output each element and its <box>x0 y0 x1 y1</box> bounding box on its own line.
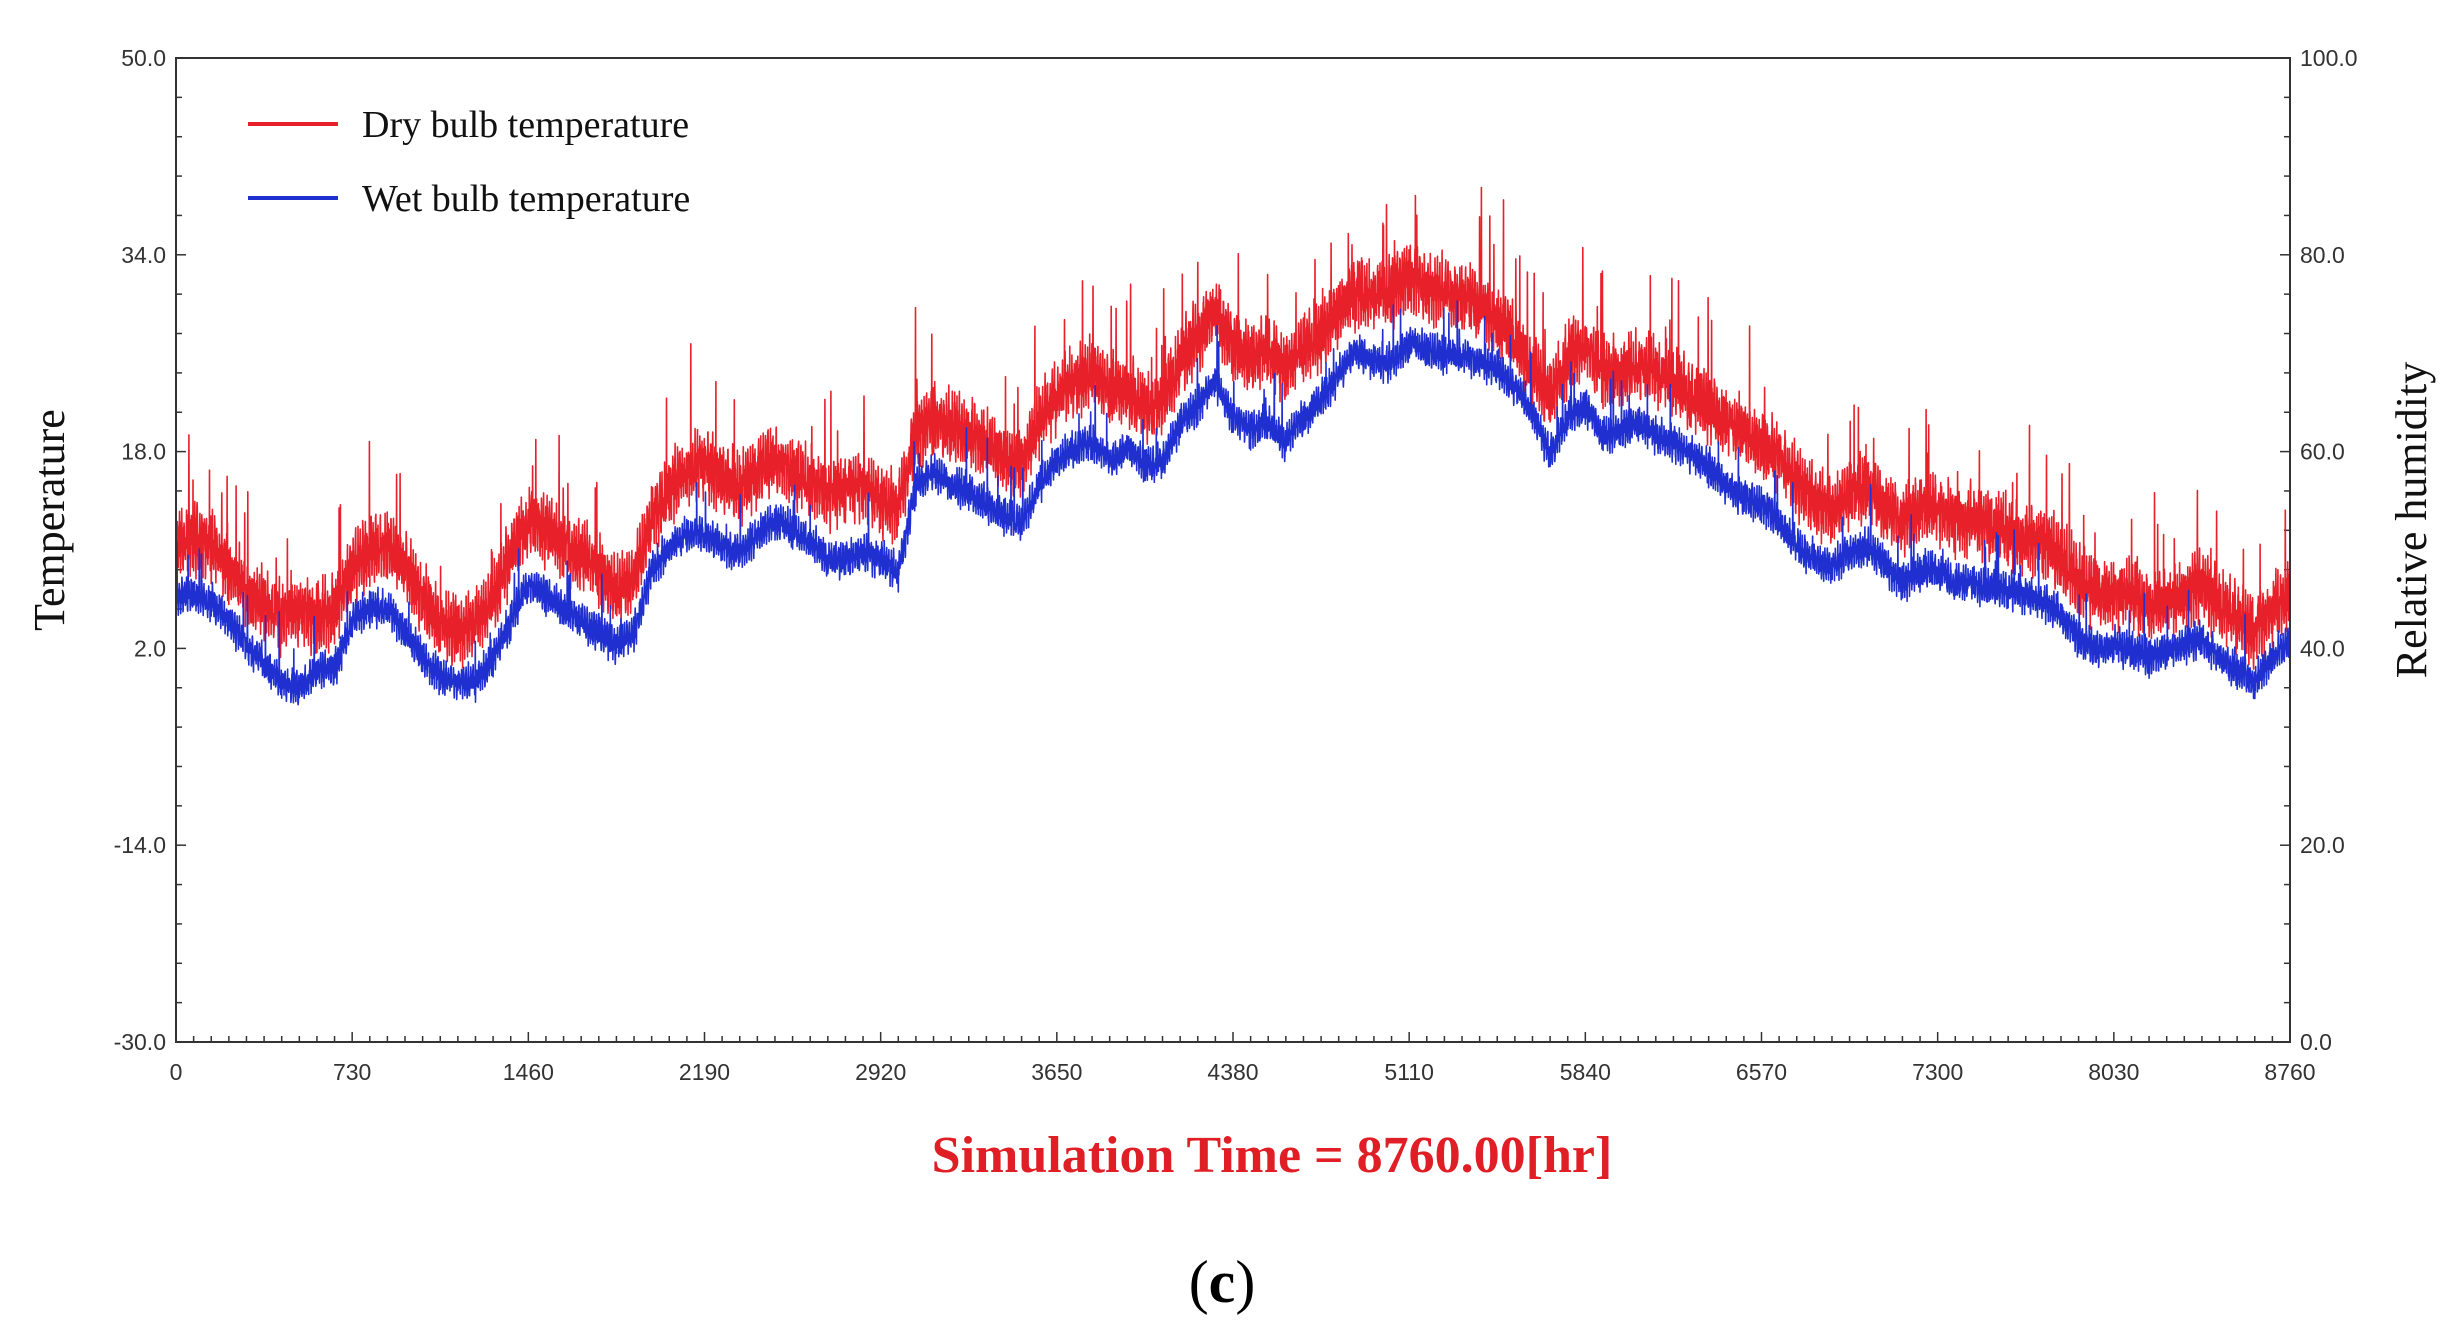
x-tick-label: 5110 <box>1384 1059 1433 1085</box>
x-tick-label: 730 <box>333 1059 371 1085</box>
y-tick-label: 2.0 <box>134 635 166 661</box>
y2-tick-label: 20.0 <box>2300 832 2345 858</box>
y-tick-label: 34.0 <box>121 242 166 268</box>
panel-label-close: ) <box>1235 1249 1255 1315</box>
y2-axis-title: Relative humidity <box>2387 362 2436 679</box>
legend-label-wet-bulb: Wet bulb temperature <box>362 178 690 220</box>
plot-frame <box>175 57 2291 1043</box>
simulation-time-label: Simulation Time = 8760.00[hr] <box>932 1127 1613 1184</box>
y2-tick-label: 60.0 <box>2300 439 2345 465</box>
panel-label-letter: c <box>1209 1249 1236 1315</box>
y-tick-label: 50.0 <box>121 45 166 71</box>
y-tick-labels: 50.0 34.0 18.0 2.0 -14.0 -30.0 <box>114 45 166 1055</box>
y-axis-title: Temperature <box>25 409 74 631</box>
y-tick-label: 18.0 <box>121 439 166 465</box>
legend: Dry bulb temperature Wet bulb temperatur… <box>248 104 690 220</box>
x-tick-label: 2920 <box>855 1059 906 1085</box>
series-layer <box>175 186 2291 706</box>
x-tick-label: 5840 <box>1560 1059 1611 1085</box>
x-tick-label: 7300 <box>1912 1059 1963 1085</box>
x-tick-label: 4380 <box>1207 1059 1258 1085</box>
series-line-dry-bulb <box>175 186 2291 670</box>
y2-tick-label: 40.0 <box>2300 635 2345 661</box>
y-tick-label: -30.0 <box>114 1029 166 1055</box>
y2-tick-label: 0.0 <box>2300 1029 2332 1055</box>
x-tick-label: 3650 <box>1031 1059 1082 1085</box>
legend-label-dry-bulb: Dry bulb temperature <box>362 104 689 146</box>
y2-tick-labels: 100.0 80.0 60.0 40.0 20.0 0.0 <box>2300 45 2358 1055</box>
x-tick-label: 1460 <box>503 1059 554 1085</box>
panel-label-open: ( <box>1189 1249 1209 1315</box>
x-tick-labels: 0 730 1460 2190 2920 3650 4380 5110 5840 6570 7300… <box>170 1059 2316 1085</box>
x-tick-label: 8760 <box>2264 1059 2315 1085</box>
panel-label: (c) <box>1189 1249 1256 1315</box>
y2-tick-label: 100.0 <box>2300 45 2358 71</box>
y2-tick-label: 80.0 <box>2300 242 2345 268</box>
x-tick-label: 6570 <box>1736 1059 1787 1085</box>
x-tick-label: 0 <box>170 1059 183 1085</box>
x-tick-label: 2190 <box>679 1059 730 1085</box>
x-tick-label: 8030 <box>2088 1059 2139 1085</box>
y-tick-label: -14.0 <box>114 832 166 858</box>
series-line-wet-bulb <box>175 300 2291 706</box>
